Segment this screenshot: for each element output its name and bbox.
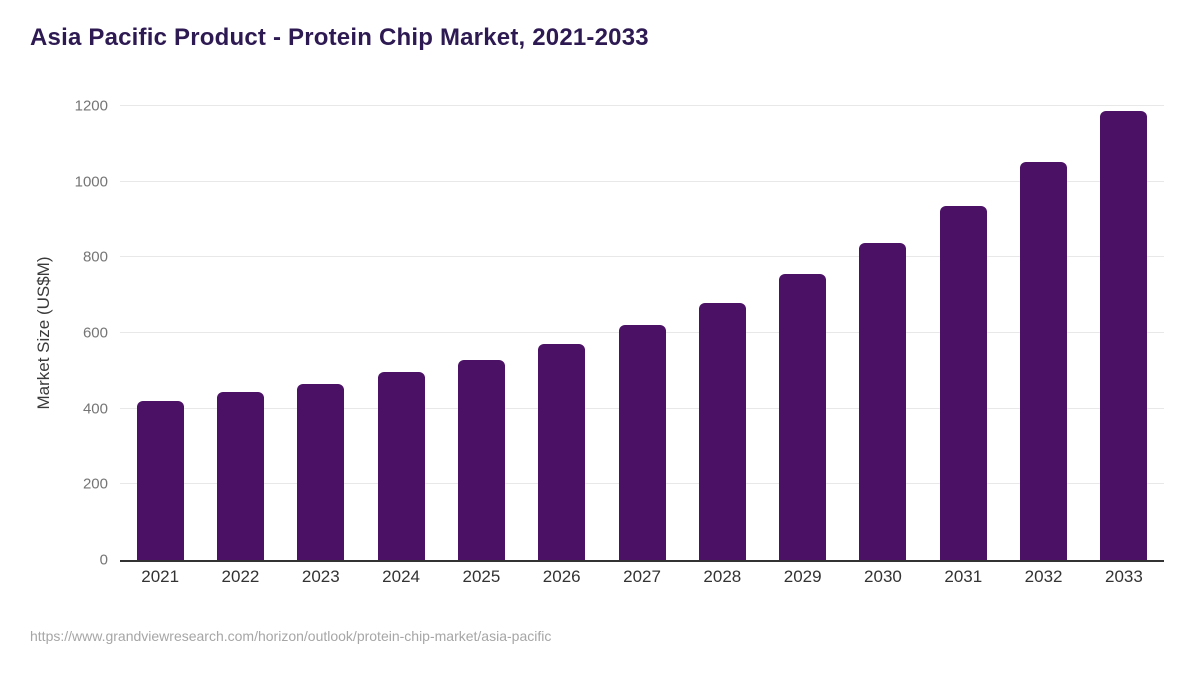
bar-band-2029 (763, 106, 843, 560)
source-url: https://www.grandviewresearch.com/horizo… (30, 628, 552, 644)
gridline-1200 (120, 105, 1164, 106)
bar-2021 (136, 401, 184, 560)
bar-band-2032 (1003, 106, 1083, 560)
gridline-800 (120, 256, 1164, 258)
y-tick-label-800: 800 (82, 248, 108, 266)
bar-2028 (698, 302, 746, 560)
bar-band-2023 (281, 106, 361, 560)
bar-band-2021 (120, 106, 200, 560)
bar-band-2033 (1084, 106, 1164, 560)
bars (120, 106, 1164, 560)
bar-2031 (939, 206, 987, 560)
bar-2023 (297, 384, 345, 560)
bar-2030 (859, 242, 907, 560)
bar-band-2025 (441, 106, 521, 560)
x-label-2030: 2030 (864, 567, 902, 586)
bar-band-2024 (361, 106, 441, 560)
x-label-2027: 2027 (623, 567, 661, 586)
bar-band-2022 (200, 106, 280, 560)
y-tick-label-1200: 1200 (74, 97, 108, 115)
bar-2029 (779, 274, 827, 560)
x-label-2028: 2028 (703, 567, 742, 586)
bar-band-2031 (923, 106, 1003, 560)
y-axis-labels: 0 200 400 600 800 1000 1200 (0, 98, 108, 569)
bar-2024 (377, 372, 425, 560)
x-axis-labels: 2021 2022 2023 2024 2025 2026 2027 2028 2029 2030… (120, 567, 1164, 587)
gridline-1000 (120, 180, 1164, 182)
bar-band-2028 (682, 106, 762, 560)
x-label-2024: 2024 (382, 567, 420, 586)
bar-2022 (216, 392, 264, 560)
bar-band-2027 (602, 106, 682, 560)
x-label-2023: 2023 (301, 567, 340, 586)
y-tick-label-400: 400 (82, 400, 108, 418)
x-label-2025: 2025 (462, 567, 501, 586)
bar-2032 (1020, 162, 1068, 560)
plot-area (120, 105, 1164, 562)
y-tick-label-600: 600 (82, 324, 108, 342)
bar-2026 (538, 343, 586, 560)
x-label-2022: 2022 (221, 567, 260, 586)
bar-2027 (618, 325, 666, 560)
x-label-2033: 2033 (1104, 567, 1143, 586)
x-label-2029: 2029 (783, 567, 822, 586)
x-label-2031: 2031 (944, 567, 983, 586)
x-label-2032: 2032 (1024, 567, 1063, 586)
bar-band-2030 (843, 106, 923, 560)
y-tick-label-1000: 1000 (74, 173, 108, 191)
bar-2025 (457, 359, 505, 560)
y-tick-label-0: 0 (99, 551, 108, 569)
bar-band-2026 (522, 106, 602, 560)
bar-2033 (1100, 111, 1148, 560)
x-label-2026: 2026 (542, 567, 581, 586)
y-tick-label-200: 200 (82, 475, 108, 493)
chart-title: Asia Pacific Product - Protein Chip Mark… (30, 24, 649, 51)
x-label-2021: 2021 (141, 567, 180, 586)
